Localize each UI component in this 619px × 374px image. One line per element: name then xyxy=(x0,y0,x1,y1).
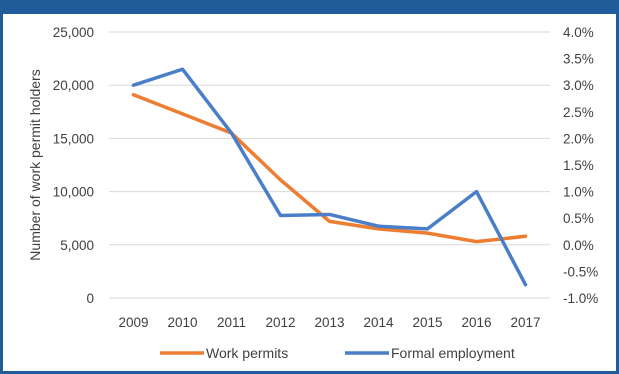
y2-tick-label: 4.0% xyxy=(563,25,594,40)
y-tick-label: 10,000 xyxy=(53,185,94,200)
x-tick-label: 2010 xyxy=(167,315,197,330)
left-axis-ticks: 0 5,000 10,000 15,000 20,000 25,000 xyxy=(53,25,94,306)
y2-tick-label: 3.5% xyxy=(563,52,594,67)
y2-tick-label: 3.0% xyxy=(563,78,594,93)
x-tick-label: 2014 xyxy=(363,315,394,330)
right-axis-ticks: -1.0% -0.5% 0.0% 0.5% 1.0% 1.5% 2.0% 2.5% 3.0% 3.… xyxy=(563,25,598,306)
y-tick-label: 15,000 xyxy=(53,131,94,146)
y2-tick-label: 1.0% xyxy=(563,185,594,200)
x-tick-label: 2017 xyxy=(510,315,540,330)
y-axis-title: Number of work permit holders xyxy=(27,69,43,260)
y2-tick-label: 0.5% xyxy=(563,211,594,226)
y-tick-label: 5,000 xyxy=(60,238,94,253)
legend-label: Work permits xyxy=(206,345,288,361)
x-tick-label: 2015 xyxy=(412,315,442,330)
legend: Work permits Formal employment xyxy=(160,345,515,361)
y2-tick-label: 2.5% xyxy=(563,105,594,120)
x-tick-label: 2012 xyxy=(265,315,295,330)
y-tick-label: 25,000 xyxy=(53,25,94,40)
y2-tick-label: -0.5% xyxy=(563,264,598,279)
y2-tick-label: 1.5% xyxy=(563,158,594,173)
x-axis-ticks: 2009 2010 2011 2012 2013 2014 2015 2016 2017 xyxy=(118,315,540,330)
y2-tick-label: 0.0% xyxy=(563,238,594,253)
y2-tick-label: 2.0% xyxy=(563,131,594,146)
x-tick-label: 2013 xyxy=(314,315,344,330)
series-line-formal-employment xyxy=(131,67,528,287)
top-border-bar xyxy=(0,0,619,14)
y-tick-label: 0 xyxy=(86,291,94,306)
legend-label: Formal employment xyxy=(391,345,515,361)
x-tick-label: 2009 xyxy=(118,315,148,330)
y2-tick-label: -1.0% xyxy=(563,291,598,306)
x-tick-label: 2011 xyxy=(217,315,246,330)
series-line-work-permits xyxy=(131,93,528,244)
x-tick-label: 2016 xyxy=(461,315,491,330)
y-tick-label: 20,000 xyxy=(53,78,94,93)
series-lines xyxy=(131,67,528,287)
